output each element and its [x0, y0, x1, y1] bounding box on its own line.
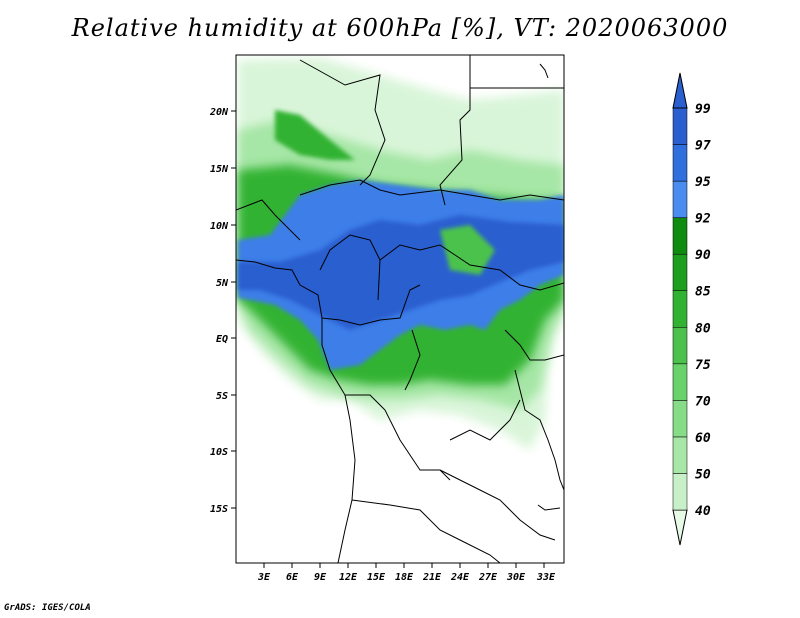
lon-tick-label: 12E [339, 572, 358, 583]
lat-tick-label: 10S [210, 447, 228, 458]
colorbar-label: 99 [695, 102, 711, 117]
lat-tick-labels: 20N 15N 10N 5N EQ 5S 10S 15S [209, 107, 229, 515]
colorbar-swatch [672, 400, 688, 438]
colorbar-label: 70 [695, 394, 711, 409]
colorbar-label: 40 [695, 504, 711, 519]
lon-tick-label: 24E [450, 572, 470, 583]
colorbar-swatch [672, 327, 688, 365]
map-frame [235, 54, 565, 564]
colorbar-swatch [672, 436, 688, 474]
colorbar-upper-triangle [672, 72, 688, 109]
lat-tick-label: 15S [210, 504, 228, 515]
colorbar-label: 80 [695, 321, 711, 336]
chart-title: Relative humidity at 600hPa [%], VT: 202… [71, 14, 729, 42]
lat-tick-label: 20N [209, 107, 229, 118]
lon-tick-label: 15E [367, 572, 386, 583]
lon-tick-label: 21E [422, 572, 442, 583]
lon-tick-label: 9E [314, 572, 327, 583]
lon-tick-label: 18E [395, 572, 414, 583]
lon-tick-labels: 3E 6E 9E 12E 15E 18E 21E 24E 27E 30E 33E [257, 572, 556, 583]
colorbar-swatch [672, 107, 688, 145]
lon-tick-label: 6E [286, 572, 299, 583]
colorbar-label: 92 [695, 212, 711, 227]
colorbar-swatch [672, 363, 688, 401]
rh-zone-80-east [440, 225, 495, 275]
colorbar: 40 50 60 70 75 80 85 90 92 95 97 99 [672, 72, 711, 546]
colorbar-swatch [672, 253, 688, 291]
colorbar-lower-triangle [672, 509, 688, 546]
lon-tick-label: 30E [506, 572, 526, 583]
colorbar-swatch [672, 217, 688, 255]
lat-tick-label: 5N [216, 278, 229, 289]
colorbar-label: 75 [695, 358, 711, 373]
lat-tick-label: 10N [210, 221, 229, 232]
lon-tick-label: 27E [478, 572, 498, 583]
colorbar-label: 95 [695, 175, 711, 190]
lon-tick-label: 3E [257, 572, 271, 583]
grads-credit: GrADS: IGES/COLA [4, 603, 91, 613]
colorbar-label: 97 [695, 139, 711, 154]
colorbar-swatch [672, 144, 688, 182]
colorbar-label: 60 [695, 431, 711, 446]
colorbar-swatch [672, 473, 688, 511]
lat-tick-label: 15N [210, 164, 229, 175]
colorbar-label: 90 [695, 248, 711, 263]
axis-ticks [231, 110, 545, 568]
colorbar-label: 85 [695, 285, 711, 300]
colorbar-swatch [672, 180, 688, 218]
humidity-field [238, 58, 564, 450]
colorbar-label: 50 [695, 467, 711, 482]
lon-tick-label: 33E [536, 572, 556, 583]
country-borders [236, 55, 564, 563]
rh-zone-85-north [275, 110, 355, 160]
lat-tick-label: 5S [216, 391, 228, 402]
lat-tick-label: EQ [216, 334, 228, 345]
colorbar-swatch [672, 290, 688, 328]
